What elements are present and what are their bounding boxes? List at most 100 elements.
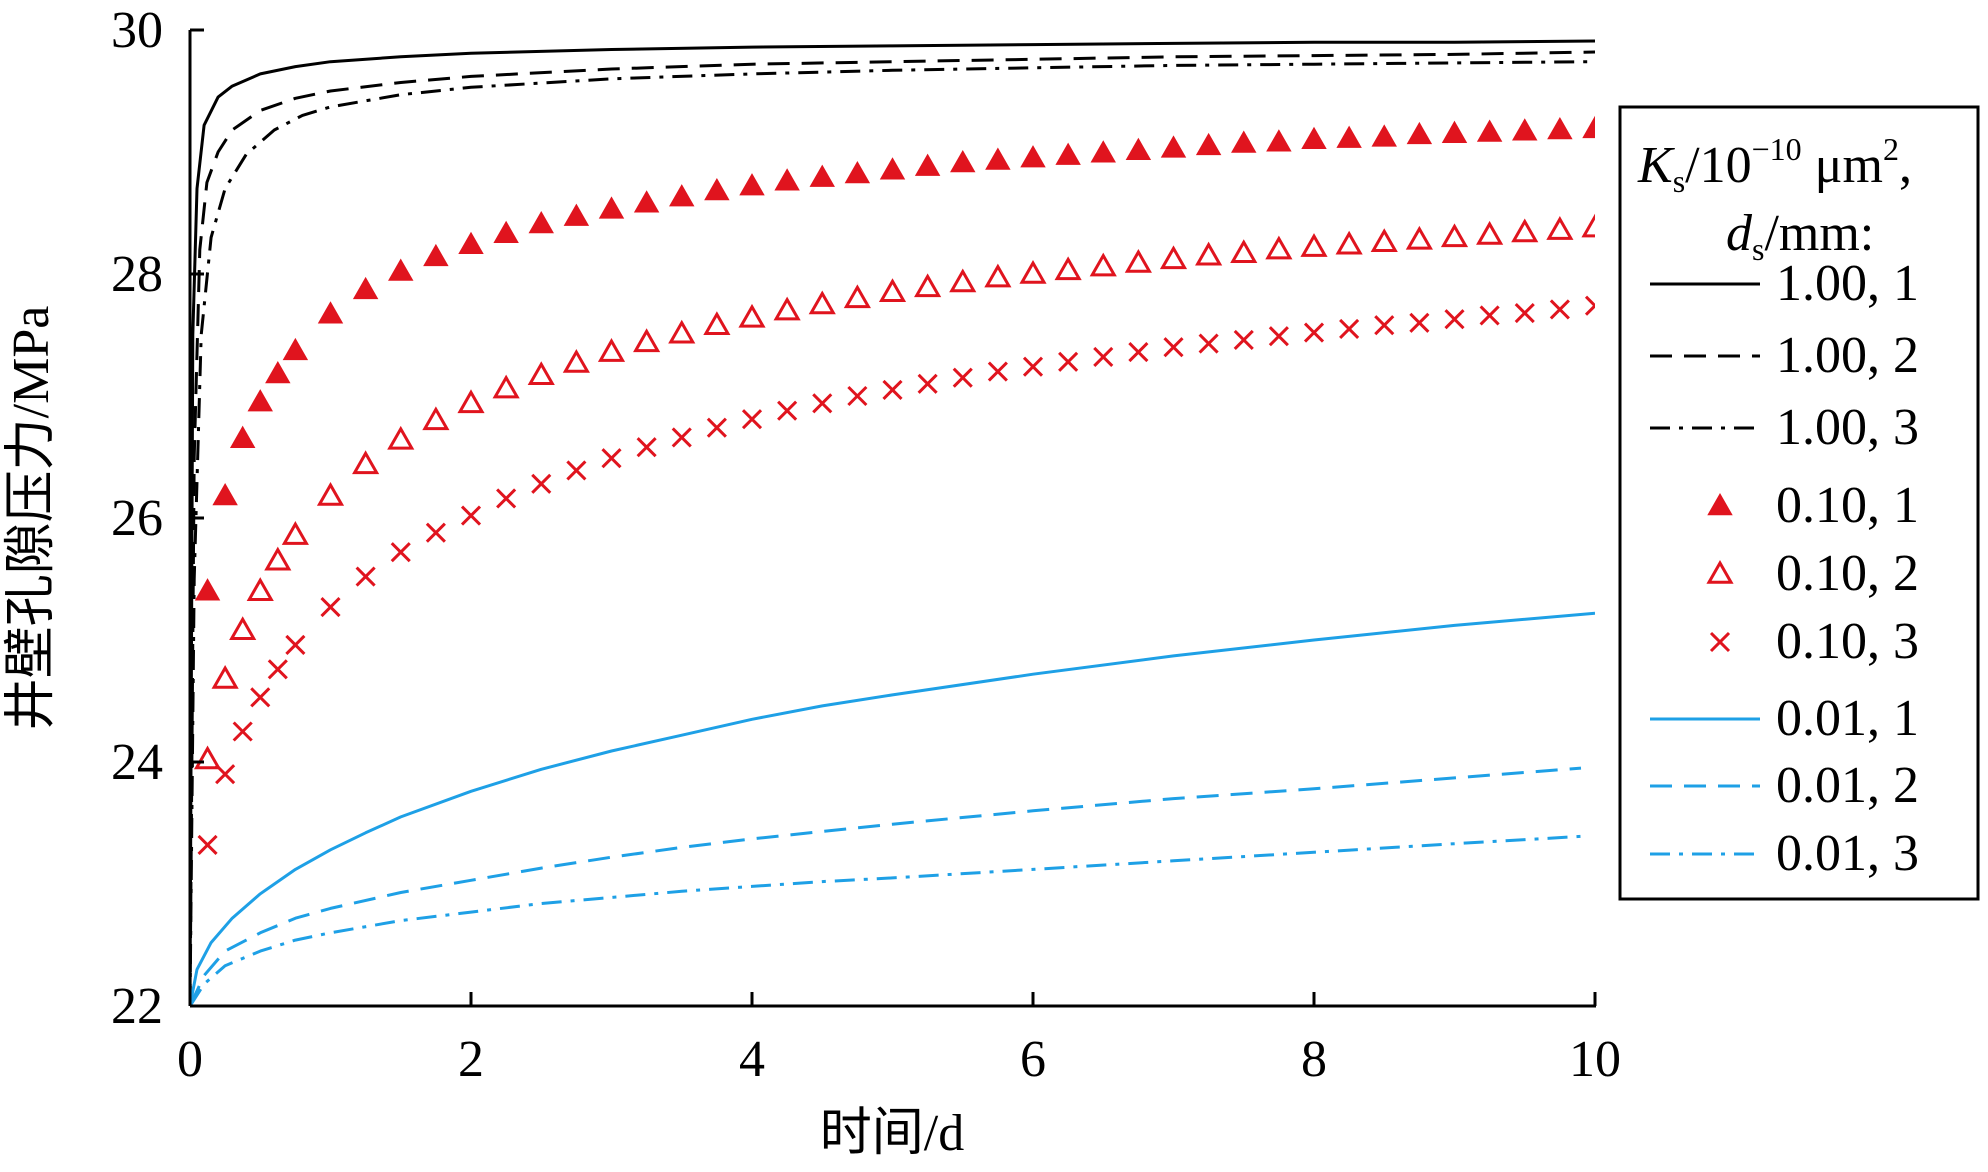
y-tick-label-2: 26 — [111, 490, 163, 547]
series-5-point-8-stroke-b — [390, 542, 411, 563]
series-5-point-22 — [882, 379, 903, 400]
series-3-point-13 — [563, 203, 590, 226]
series-5-point-7-stroke-b — [355, 566, 376, 587]
legend-sample-4 — [1706, 559, 1734, 584]
series-5-point-12-stroke-b — [531, 473, 552, 494]
series-layer — [190, 39, 1595, 1006]
series-5-point-41 — [1549, 299, 1570, 320]
legend: Ks/10−10 μm2, ds/mm: 1.00, 11.00, 21.00,… — [1618, 105, 1980, 901]
legend-label-4: 0.10, 2 — [1776, 545, 1919, 602]
series-5-point-42-stroke-a — [1584, 295, 1595, 308]
series-5-point-2 — [232, 721, 253, 742]
series-3-point-6 — [317, 301, 344, 324]
series-5-point-4 — [267, 659, 288, 680]
series-5-point-5 — [285, 634, 306, 655]
series-3-point-20 — [809, 164, 835, 187]
series-5-point-0-stroke-b — [197, 834, 218, 856]
series-3-point-3 — [247, 389, 273, 412]
series-5-point-29-stroke-b — [1128, 342, 1149, 363]
series-3-point-40 — [1512, 118, 1538, 141]
series-4-point-1 — [211, 665, 239, 689]
series-3-point-8 — [388, 258, 414, 281]
series-5-point-3-stroke-b — [250, 687, 271, 708]
series-3-point-35 — [1336, 125, 1362, 148]
series-5-point-4-stroke-b — [267, 659, 288, 680]
series-4-point-3 — [246, 577, 274, 601]
series-3-point-41 — [1547, 117, 1573, 140]
series-3-point-5 — [282, 337, 309, 361]
legend-label-8: 0.01, 3 — [1776, 825, 1919, 882]
series-5-point-23 — [917, 373, 938, 394]
series-5-point-13 — [566, 460, 587, 481]
series-5-point-0 — [197, 834, 218, 856]
series-4-point-25 — [984, 263, 1012, 288]
series-6-line — [190, 611, 1595, 1006]
legend-title-line2: ds/mm: — [1726, 205, 1874, 267]
series-3-point-31 — [1195, 132, 1222, 156]
series-4-point-42 — [1581, 213, 1595, 238]
series-4-point-39 — [1476, 220, 1504, 245]
series-5-point-1-stroke-b — [215, 764, 236, 785]
series-4-point-12 — [527, 361, 555, 386]
series-5-point-20 — [812, 393, 833, 414]
x-tick-label-5: 10 — [1569, 1031, 1621, 1088]
series-3-point-30 — [1160, 135, 1187, 158]
series-3-point-19 — [774, 168, 800, 191]
series-5-point-30 — [1163, 337, 1184, 358]
series-3-point-1 — [212, 483, 238, 506]
series-5-point-23-stroke-b — [917, 373, 938, 394]
series-4-point-23 — [914, 273, 942, 298]
series-5-point-37-stroke-b — [1409, 312, 1430, 333]
series-5-point-24 — [952, 367, 973, 388]
legend-entries: 1.00, 1 1.00, 2 1.00, 3 0.10, 1 0.10, 2 0.10,… — [1650, 255, 1919, 882]
series-5-point-25-stroke-b — [987, 361, 1008, 382]
series-5-point-5-stroke-b — [285, 634, 306, 655]
series-4-point-36 — [1370, 228, 1398, 253]
series-5-point-15 — [636, 437, 657, 458]
series-5-point-10 — [460, 505, 482, 526]
series-4-point-13 — [562, 349, 590, 373]
series-5-point-6 — [320, 596, 341, 618]
series-5-point-8 — [390, 542, 411, 563]
series-3-point-24 — [950, 149, 976, 173]
series-5-point-16-stroke-b — [671, 427, 692, 448]
x-tick-label-2: 4 — [739, 1031, 765, 1088]
series-5-point-27-stroke-b — [1058, 351, 1079, 372]
series-5-point-33-stroke-b — [1268, 326, 1289, 347]
series-5-point-38-stroke-b — [1444, 309, 1465, 330]
series-3-point-15 — [633, 190, 660, 213]
series-4-point-29 — [1124, 248, 1152, 273]
series-5-point-9-stroke-b — [425, 522, 446, 543]
y-tick-label-0: 22 — [111, 978, 163, 1035]
series-4-point-8 — [387, 425, 415, 450]
series-5-point-39 — [1479, 305, 1500, 326]
series-3-point-2 — [229, 425, 256, 448]
series-4-point-19 — [773, 296, 801, 321]
series-3-point-22 — [879, 157, 906, 180]
series-5-point-1 — [215, 764, 236, 785]
series-3-point-32 — [1231, 130, 1257, 153]
series-4-markers — [193, 213, 1595, 770]
series-5-point-32 — [1233, 329, 1254, 350]
series-3-point-4 — [265, 361, 291, 384]
series-5-point-42 — [1584, 295, 1595, 316]
series-5-point-2-stroke-b — [232, 721, 253, 742]
series-3-point-25 — [985, 147, 1011, 170]
series-5-point-27 — [1058, 351, 1079, 372]
x-tick-label-0: 0 — [177, 1031, 203, 1088]
series-3-point-39 — [1476, 119, 1503, 142]
series-4-point-20 — [808, 290, 836, 315]
series-5-point-7 — [355, 566, 376, 587]
series-4-point-11 — [492, 374, 520, 399]
legend-sample-5 — [1709, 631, 1731, 653]
legend-label-5: 0.10, 3 — [1776, 613, 1919, 670]
series-3-point-42 — [1582, 115, 1595, 139]
series-4-point-33 — [1265, 235, 1293, 260]
series-5-point-29 — [1128, 342, 1149, 363]
series-3-point-18 — [739, 173, 765, 196]
series-5-markers — [197, 295, 1595, 856]
x-tick-label-4: 8 — [1301, 1031, 1327, 1088]
series-5-point-33 — [1268, 326, 1289, 347]
